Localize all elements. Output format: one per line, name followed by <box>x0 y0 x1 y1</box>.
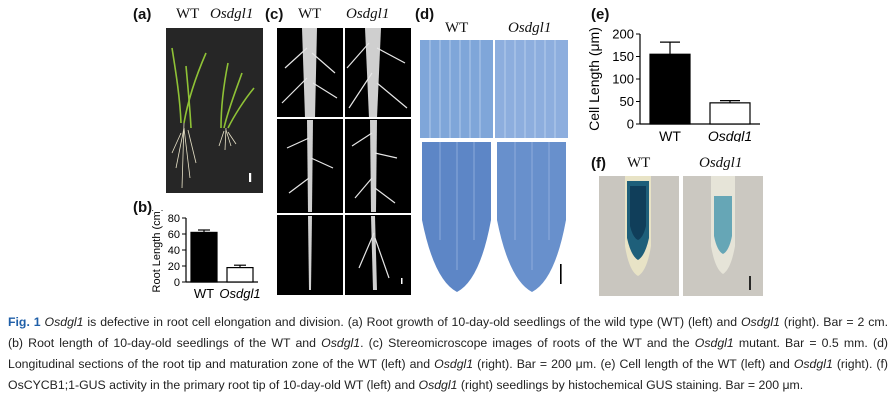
y-tick-label: 20 <box>168 261 180 273</box>
cell-length-chart: 0 50 100 150 200 WT Osdgl1 Cell Length (μm) <box>586 27 760 142</box>
panel-a-wt-label: WT <box>176 6 200 22</box>
caption-segment: . (c) Stereomicroscope images of roots o… <box>360 336 695 350</box>
x-tick-label: WT <box>659 128 681 142</box>
caption-segment: Osdgl1 <box>694 336 734 350</box>
figure-label: Fig. 1 <box>8 315 41 329</box>
y-tick-label: 200 <box>612 27 634 42</box>
longitudinal-sections <box>420 40 568 295</box>
panel-e-label: (e) <box>591 6 610 23</box>
caption-segment: Osdgl1 <box>434 357 474 371</box>
y-tick-label: 40 <box>168 245 180 257</box>
x-tick-label: WT <box>194 286 214 301</box>
panel-a-mutant-label: Osdgl1 <box>210 6 254 22</box>
root-length-chart: 0 20 40 60 80 WT Osdgl1 Root Length (cm) <box>151 210 261 301</box>
panel-d-label: (d) <box>415 6 435 23</box>
y-tick-label: 0 <box>174 277 180 289</box>
y-tick-label: 150 <box>612 49 634 64</box>
x-tick-label: Osdgl1 <box>708 128 752 142</box>
bar <box>190 231 218 283</box>
y-tick-label: 80 <box>168 213 180 225</box>
caption-segment: Osdgl1 <box>44 315 84 329</box>
figure-caption: Fig. 1 Osdgl1 is defective in root cell … <box>8 312 888 396</box>
panel-d-mutant-label: Osdgl1 <box>508 20 552 36</box>
panel-d-wt-label: WT <box>445 20 469 36</box>
panel-b-label: (b) <box>133 199 153 216</box>
panel-c-wt-label: WT <box>298 6 322 22</box>
gus-illustration <box>599 176 763 296</box>
bar <box>649 53 691 125</box>
caption-segment: is defective in root cell elongation and… <box>83 315 741 329</box>
panel-f-label: (f) <box>591 155 606 172</box>
y-tick-label: 50 <box>620 94 634 109</box>
caption-segment: Osdgl1 <box>740 315 780 329</box>
y-tick-label: 100 <box>612 72 634 87</box>
caption-text: Osdgl1 is defective in root cell elongat… <box>8 315 888 392</box>
seedling-photo <box>166 28 263 193</box>
y-tick-label: 60 <box>168 229 180 241</box>
caption-segment: (right). Bar = 200 μm. (e) Cell length o… <box>473 357 794 371</box>
panel-c-label: (c) <box>265 6 284 23</box>
caption-segment: (right) seedlings by histochemical GUS s… <box>457 378 804 392</box>
panel-f-mutant-label: Osdgl1 <box>699 155 743 171</box>
y-axis-label: Root Length (cm) <box>151 210 163 292</box>
stereomicroscope-images <box>277 28 411 295</box>
caption-segment: (right). (f) OsCYCB1;1-GUS activity in t… <box>8 357 889 392</box>
caption-segment: Osdgl1 <box>321 336 361 350</box>
y-tick-label: 0 <box>627 117 634 132</box>
seedling-illustration <box>171 47 255 189</box>
section-illustration <box>420 40 568 295</box>
y-axis-label: Cell Length (μm) <box>586 27 602 131</box>
bar <box>226 266 254 283</box>
panel-a-label: (a) <box>133 6 152 23</box>
caption-segment: (right). Bar = 2 cm. (b) Root length of … <box>8 315 889 350</box>
root-stereo-illustration <box>277 28 411 295</box>
panel-f-wt-label: WT <box>627 155 651 171</box>
caption-segment: mutant. Bar = 0.5 mm. (d) Longitudinal s… <box>8 336 889 371</box>
caption-segment: Osdgl1 <box>418 378 458 392</box>
gus-staining-images <box>599 176 763 296</box>
x-tick-label: Osdgl1 <box>219 286 260 301</box>
panel-c-mutant-label: Osdgl1 <box>346 6 390 22</box>
caption-segment: Osdgl1 <box>793 357 833 371</box>
bar <box>709 102 751 125</box>
